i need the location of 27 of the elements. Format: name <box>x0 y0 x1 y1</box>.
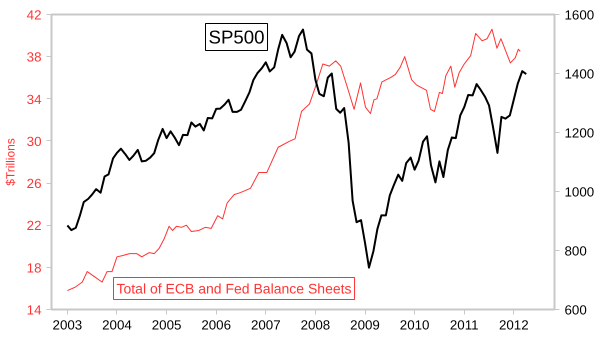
y-tick-label: 42 <box>26 8 42 22</box>
y2-tick-label: 1400 <box>564 66 594 82</box>
x-tick-label: 2011 <box>450 318 479 332</box>
y-tick-label: 22 <box>26 218 42 234</box>
y-tick-label: 26 <box>26 176 42 192</box>
y2-tick-label: 600 <box>564 302 587 318</box>
x-tick-label: 2007 <box>250 318 281 332</box>
x-tick-label: 2009 <box>350 318 380 332</box>
x-tick-label: 2006 <box>201 318 232 332</box>
y-tick-label: 30 <box>26 134 42 149</box>
x-tick-label: 2008 <box>300 318 330 332</box>
y-tick-label: 38 <box>26 50 42 65</box>
x-tick-label: 2003 <box>52 318 82 332</box>
x-tick-label: 2005 <box>152 318 182 332</box>
y-axis-title: $Trillions <box>4 138 18 186</box>
x-tick-label: 2004 <box>102 318 132 332</box>
y-tick-label: 34 <box>26 92 42 107</box>
x-tick-label: 2010 <box>400 318 430 332</box>
series-label: SP500 <box>208 26 265 48</box>
y2-tick-label: 1000 <box>564 184 594 200</box>
y2-tick-label: 1600 <box>564 8 594 22</box>
y2-tick-label: 800 <box>564 244 587 258</box>
y-tick-label: 18 <box>26 260 42 276</box>
y2-tick-label: 1200 <box>564 126 594 140</box>
y-tick-label: 14 <box>26 302 42 318</box>
x-tick-label: 2012 <box>499 318 529 332</box>
series-label: Total of ECB and Fed Balance Sheets <box>116 280 352 296</box>
